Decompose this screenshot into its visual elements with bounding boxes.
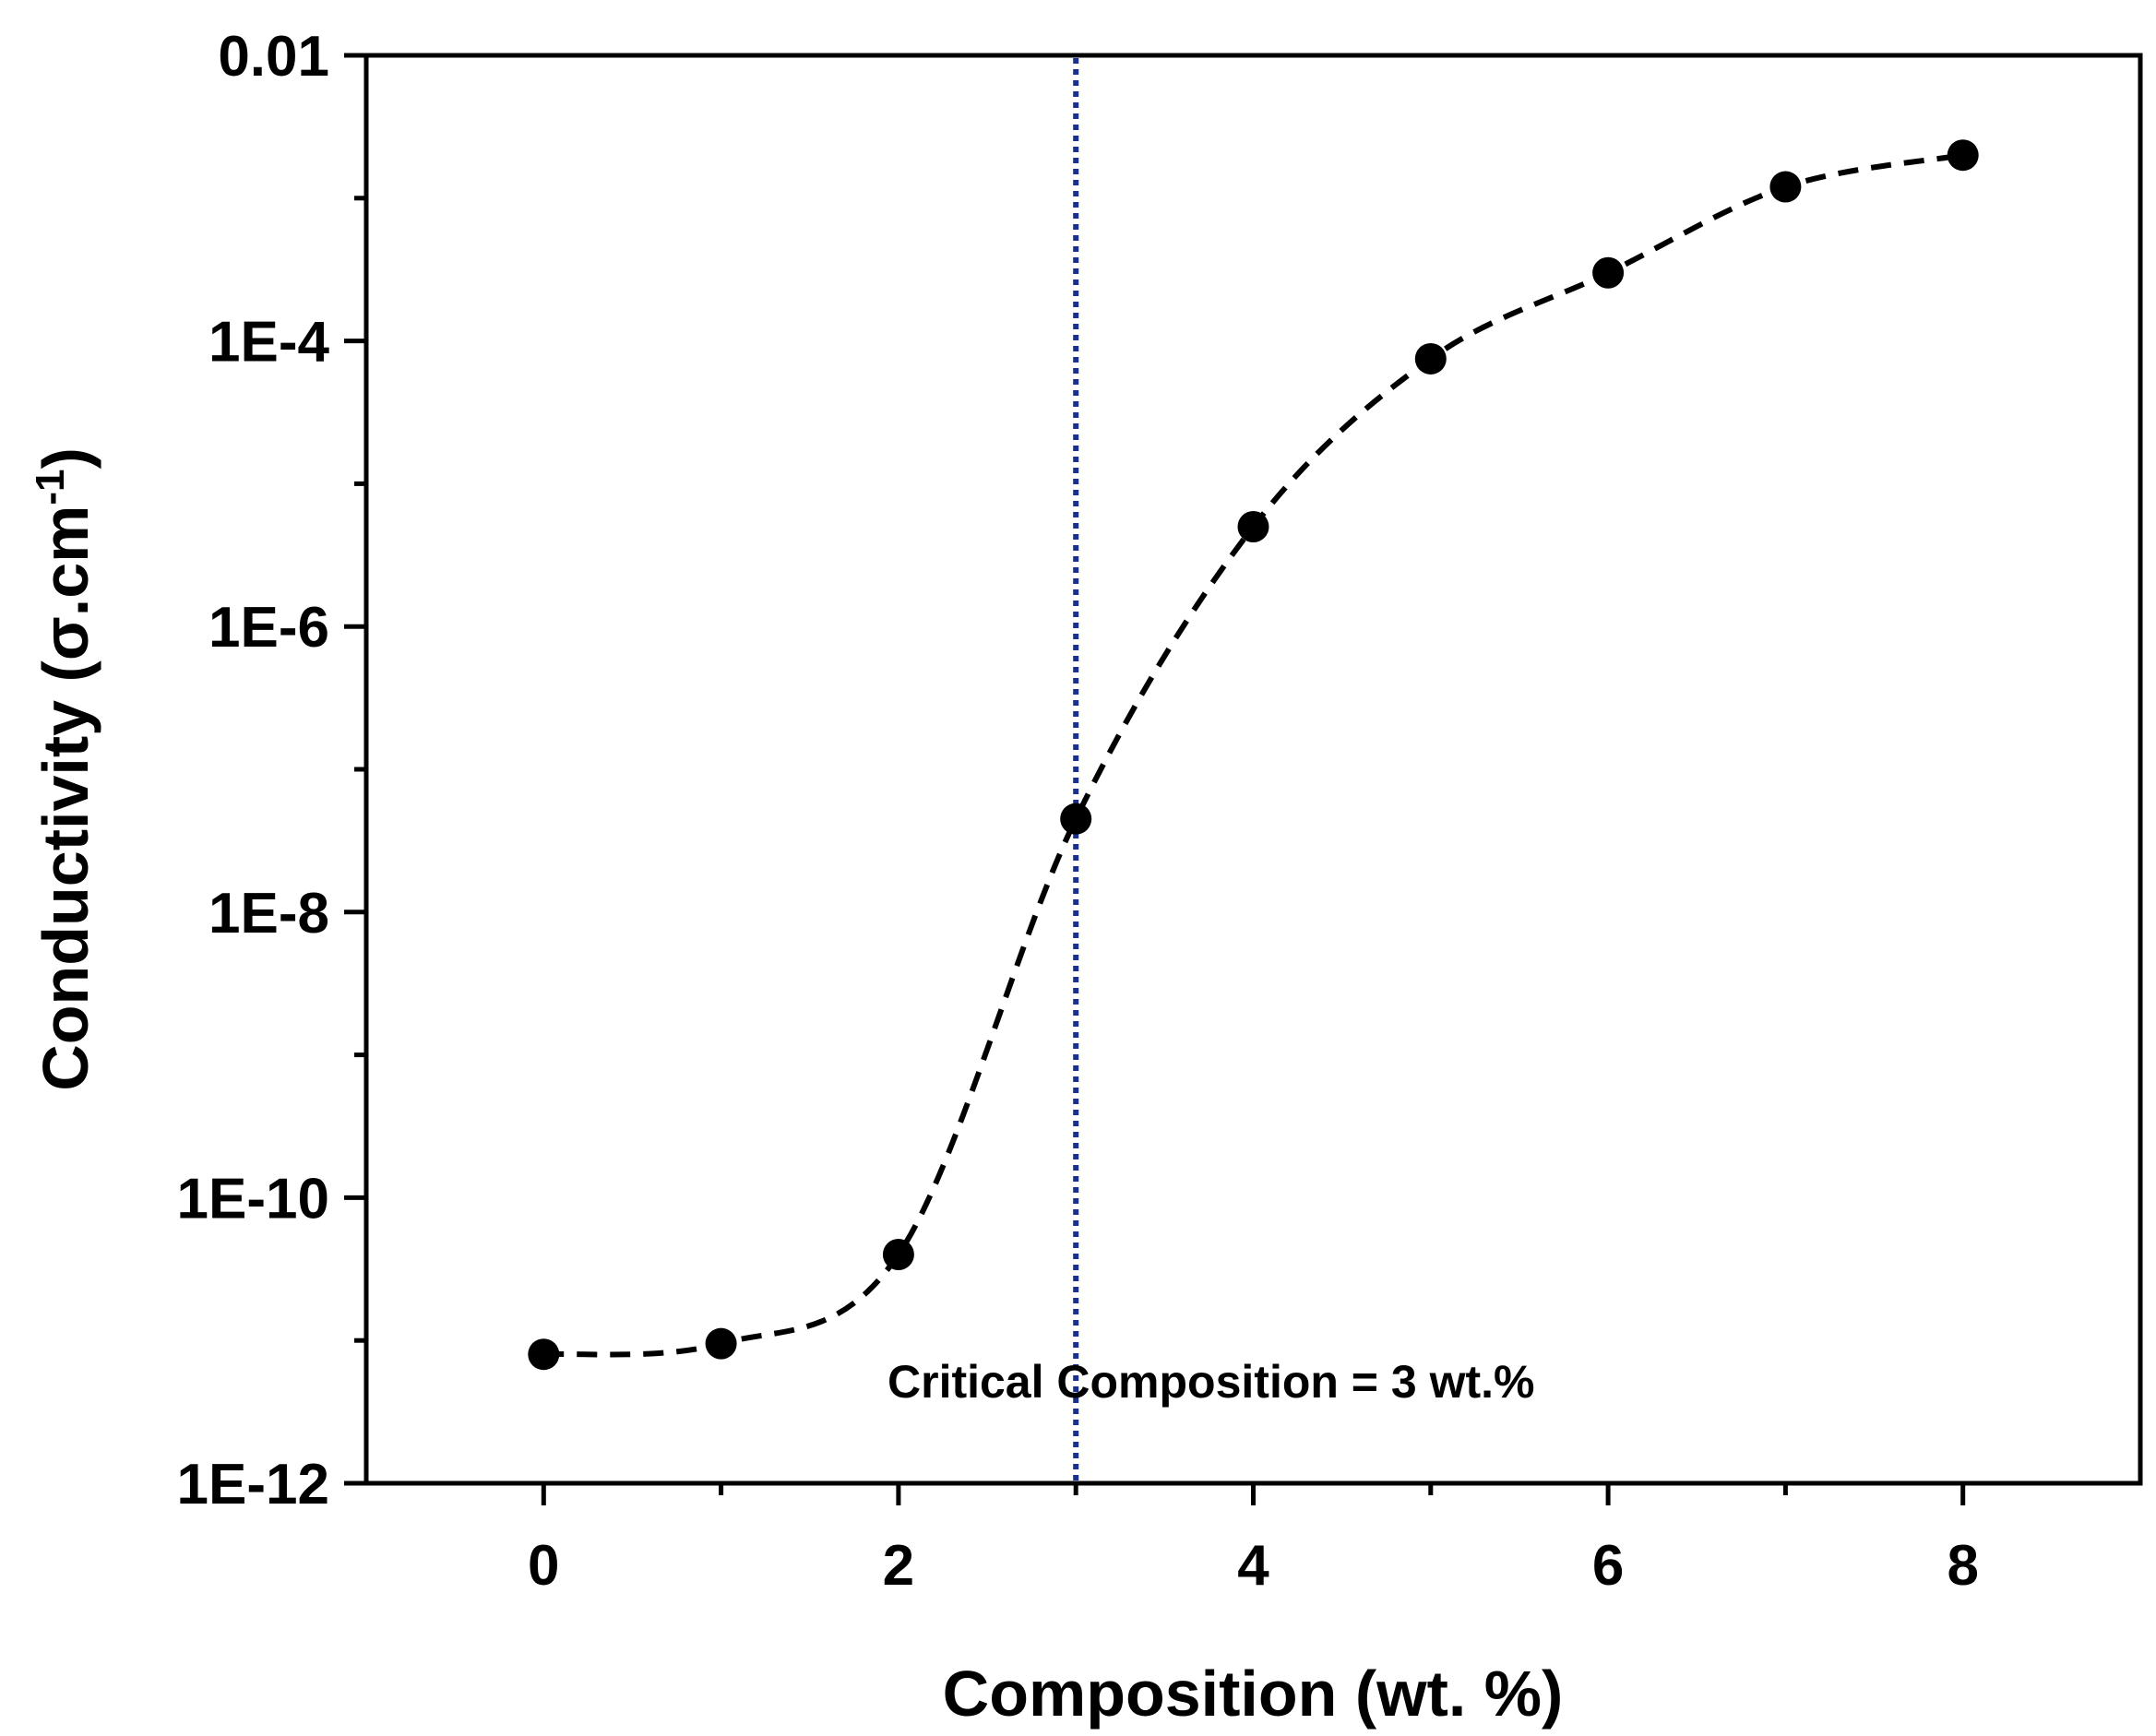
y-tick-label: 1E-8 xyxy=(208,882,329,945)
data-point xyxy=(1592,256,1625,289)
series-line-conductivity xyxy=(543,152,1964,1358)
y-tick-label: 0.01 xyxy=(218,25,329,89)
y-tick-label: 1E-6 xyxy=(208,596,329,660)
x-tick-label: 4 xyxy=(1237,1534,1269,1598)
data-point xyxy=(1237,510,1269,542)
y-tick-label: 1E-4 xyxy=(208,311,329,375)
x-tick-label: 0 xyxy=(528,1534,559,1598)
critical-composition-annotation: Critical Composition = 3 wt.% xyxy=(887,1356,1535,1408)
y-axis-title-superscript: -1 xyxy=(28,470,73,505)
data-point xyxy=(1769,171,1802,203)
data-point xyxy=(528,1338,560,1371)
x-tick-label: 8 xyxy=(1947,1534,1978,1598)
plot-frame xyxy=(363,53,2143,1486)
x-axis-title: Composition (wt. %) xyxy=(943,1658,1564,1730)
y-axis-title: Conductivity (σ.cm-1) xyxy=(28,447,101,1091)
y-tick-label: 1E-12 xyxy=(177,1453,329,1516)
data-point xyxy=(1414,342,1447,375)
y-axis-title-main: Conductivity (σ.cm xyxy=(30,505,101,1091)
data-point xyxy=(882,1239,914,1271)
y-axis-title-close: ) xyxy=(30,447,101,469)
y-tick-label: 1E-10 xyxy=(177,1167,329,1231)
x-tick-label: 2 xyxy=(883,1534,914,1598)
data-point xyxy=(1060,803,1092,835)
data-point xyxy=(1947,139,1979,172)
x-tick-label: 6 xyxy=(1592,1534,1624,1598)
data-point xyxy=(705,1327,737,1360)
